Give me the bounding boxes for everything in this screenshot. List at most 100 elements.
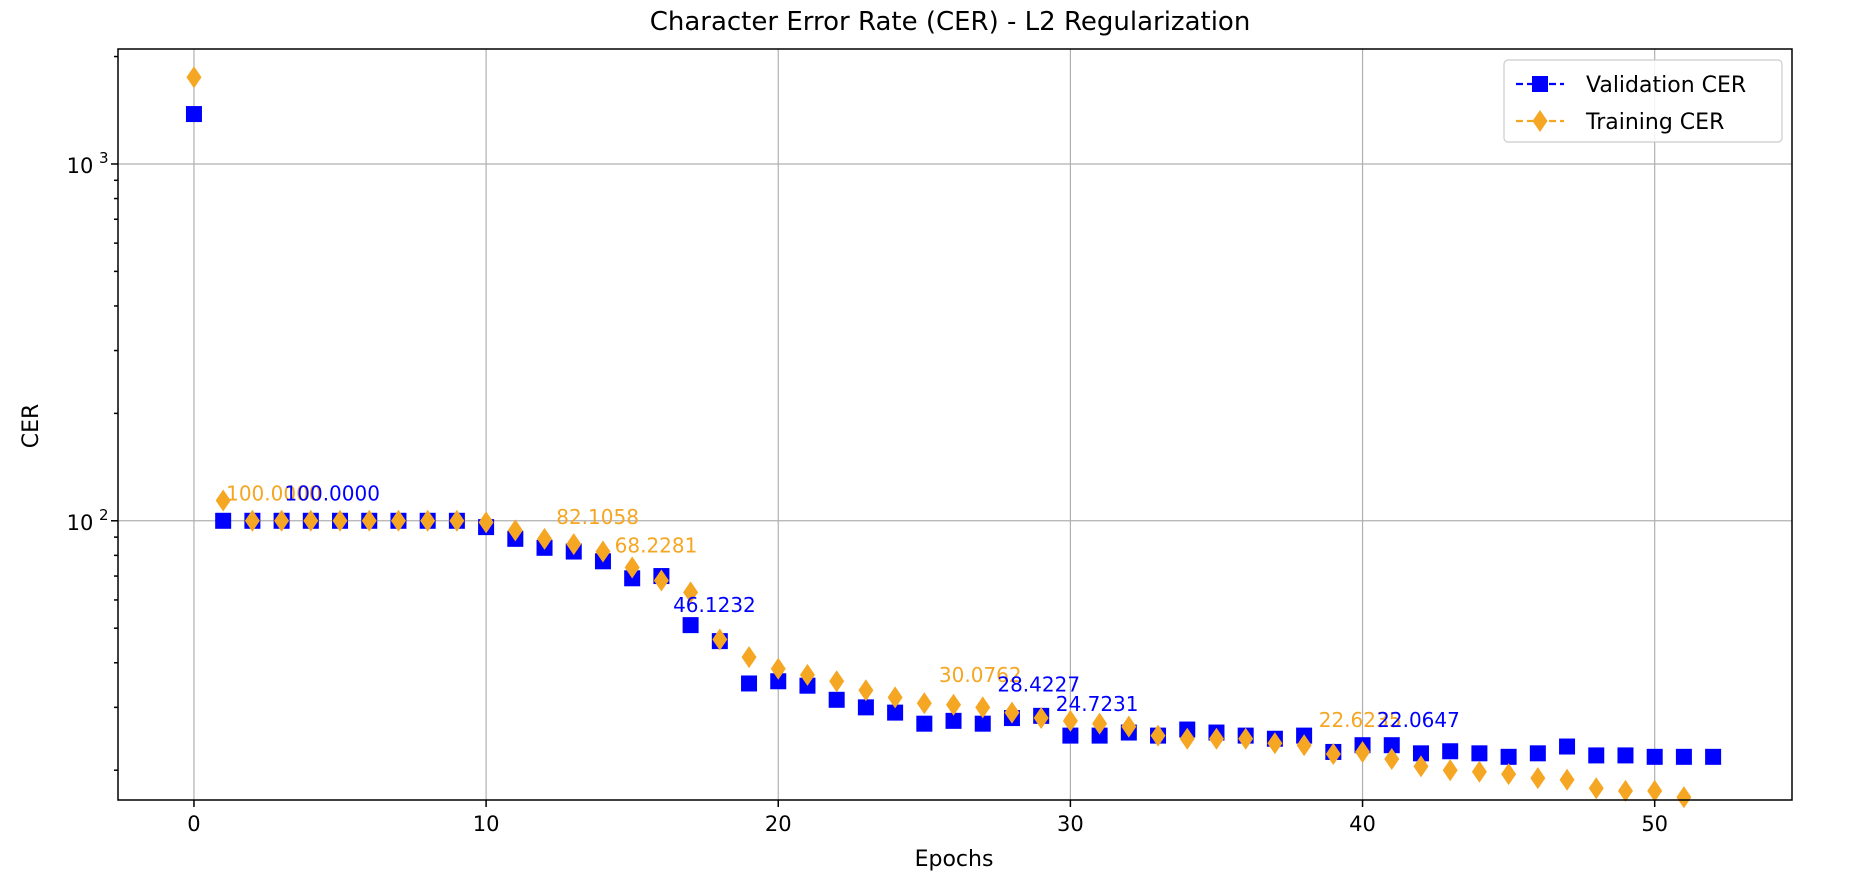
training-point xyxy=(1501,763,1517,786)
training-point xyxy=(975,696,991,719)
training-point xyxy=(244,509,260,532)
validation-point xyxy=(185,106,202,123)
training-point xyxy=(653,569,669,592)
training-point xyxy=(741,646,757,669)
y-tick-exponent: 2 xyxy=(99,506,109,524)
y-tick-exponent: 3 xyxy=(99,149,109,167)
training-point xyxy=(1208,727,1224,750)
validation-point xyxy=(974,715,991,732)
training-point xyxy=(712,628,728,651)
training-point xyxy=(537,527,553,550)
training-point xyxy=(303,509,319,532)
validation-point xyxy=(1062,727,1079,744)
training-point xyxy=(770,657,786,680)
validation-point xyxy=(1442,743,1459,760)
validation-point xyxy=(1617,747,1634,764)
point-annotation: 46.1232 xyxy=(673,593,756,617)
training-point xyxy=(1296,734,1312,757)
validation-point xyxy=(857,699,874,716)
point-annotation: 82.1058 xyxy=(556,505,639,529)
training-point xyxy=(1355,740,1371,763)
validation-point xyxy=(1500,748,1517,765)
training-point xyxy=(1267,732,1283,755)
training-point xyxy=(624,556,640,579)
training-point xyxy=(1325,743,1341,766)
training-point xyxy=(1647,779,1663,802)
point-annotation: 30.0762 xyxy=(939,663,1022,687)
validation-point xyxy=(945,712,962,729)
training-point xyxy=(1384,747,1400,770)
point-annotation: 28.4227 xyxy=(997,673,1080,697)
training-point xyxy=(1413,755,1429,778)
validation-point xyxy=(1529,745,1546,762)
validation-point xyxy=(1705,748,1722,765)
legend-label: Validation CER xyxy=(1586,73,1746,98)
chart-title: Character Error Rate (CER) - L2 Regulari… xyxy=(650,7,1251,37)
training-point xyxy=(478,511,494,534)
point-annotation: 24.7231 xyxy=(1056,692,1139,716)
training-point xyxy=(361,509,377,532)
validation-point xyxy=(828,691,845,708)
legend-diamond-marker xyxy=(1532,110,1548,132)
y-axis-label: CER xyxy=(19,404,44,449)
validation-point xyxy=(1471,745,1488,762)
training-point xyxy=(1617,779,1633,802)
legend-label: Training CER xyxy=(1585,110,1724,135)
point-annotation: 100.0000 xyxy=(226,481,321,505)
training-point xyxy=(215,489,231,512)
validation-point xyxy=(1646,748,1663,765)
training-point xyxy=(595,540,611,563)
training-point xyxy=(1442,759,1458,782)
point-annotation: 22.6235 xyxy=(1319,708,1402,732)
training-point xyxy=(186,66,202,89)
point-annotation: 22.0647 xyxy=(1377,708,1460,732)
training-point xyxy=(1238,727,1254,750)
training-point xyxy=(887,686,903,709)
validation-point xyxy=(1675,748,1692,765)
training-point xyxy=(1004,701,1020,724)
validation-point xyxy=(1588,747,1605,764)
training-point xyxy=(1121,715,1137,738)
legend: Validation CER Training CER xyxy=(1503,59,1783,143)
training-point xyxy=(1092,712,1108,735)
x-tick-label: 40 xyxy=(1349,812,1376,836)
training-point xyxy=(1588,777,1604,800)
point-annotation: 100.0000 xyxy=(285,481,380,505)
point-annotation: 68.2281 xyxy=(615,533,698,557)
training-point xyxy=(1062,709,1078,732)
data-layer xyxy=(185,66,1722,809)
training-point xyxy=(829,670,845,693)
training-point xyxy=(566,533,582,556)
x-tick-label: 10 xyxy=(473,812,500,836)
plot-frame xyxy=(117,48,1793,801)
training-point xyxy=(1676,786,1692,809)
training-point xyxy=(683,581,699,604)
validation-point xyxy=(1091,727,1108,744)
legend-square-marker xyxy=(1532,76,1548,92)
training-series xyxy=(186,66,1692,809)
validation-point xyxy=(770,673,787,690)
training-point xyxy=(274,509,290,532)
training-point xyxy=(1471,760,1487,783)
training-point xyxy=(799,663,815,686)
training-point xyxy=(1150,724,1166,747)
training-point xyxy=(420,509,436,532)
training-point xyxy=(449,509,465,532)
validation-point xyxy=(916,715,933,732)
x-tick-label: 0 xyxy=(187,812,200,836)
training-point xyxy=(507,519,523,542)
x-tick-label: 30 xyxy=(1057,812,1084,836)
validation-point xyxy=(1559,738,1576,755)
validation-point xyxy=(215,512,232,529)
training-point xyxy=(1530,767,1546,790)
x-tick-label: 50 xyxy=(1641,812,1668,836)
axes: 0 10 20 30 40 50 10 2 10 3 xyxy=(67,55,1668,836)
training-point xyxy=(916,692,932,715)
training-point xyxy=(1559,768,1575,791)
validation-point xyxy=(887,704,904,721)
y-tick-label: 10 xyxy=(67,511,94,535)
training-point xyxy=(1179,727,1195,750)
training-point xyxy=(858,679,874,702)
